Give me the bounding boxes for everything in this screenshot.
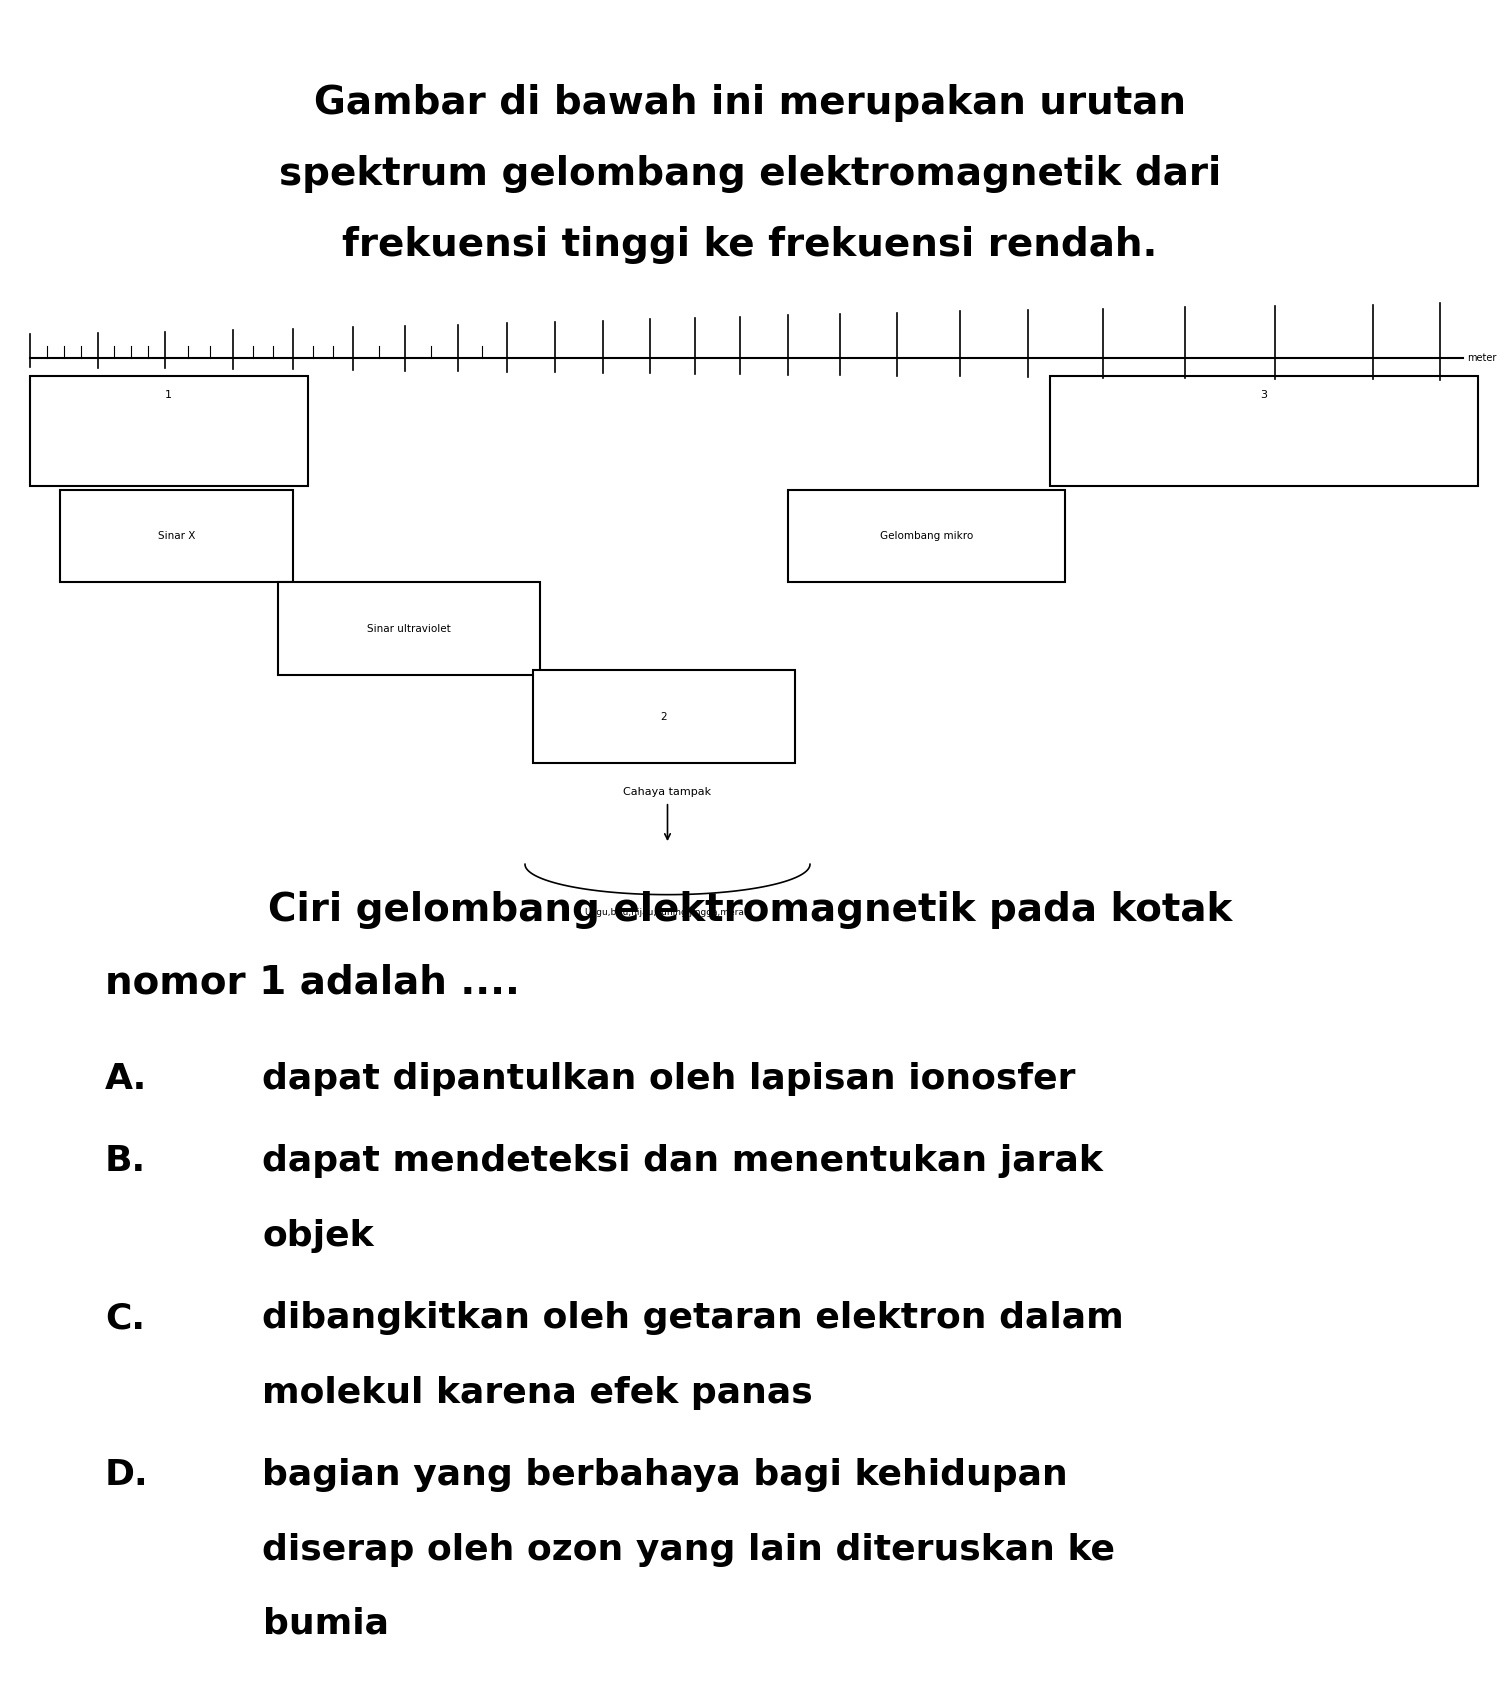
Text: objek: objek [262, 1219, 374, 1252]
Text: Sinar X: Sinar X [158, 532, 195, 540]
Text: Cahaya tampak: Cahaya tampak [624, 787, 711, 797]
Text: spektrum gelombang elektromagnetik dari: spektrum gelombang elektromagnetik dari [279, 155, 1221, 194]
Bar [30, 376, 308, 486]
Text: bagian yang berbahaya bagi kehidupan: bagian yang berbahaya bagi kehidupan [262, 1458, 1068, 1492]
Text: 2: 2 [660, 712, 668, 721]
Bar [278, 582, 540, 675]
Text: dapat dipantulkan oleh lapisan ionosfer: dapat dipantulkan oleh lapisan ionosfer [262, 1062, 1076, 1096]
Text: 1: 1 [165, 390, 172, 400]
Text: dibangkitkan oleh getaran elektron dalam: dibangkitkan oleh getaran elektron dalam [262, 1301, 1125, 1335]
Text: nomor 1 adalah ....: nomor 1 adalah .... [105, 964, 520, 1003]
Text: bumia: bumia [262, 1607, 388, 1641]
Bar [788, 490, 1065, 582]
Text: Ungu,biru,hijau,kuning,jingga,merah: Ungu,biru,hijau,kuning,jingga,merah [585, 908, 750, 917]
Text: Gambar di bawah ini merupakan urutan: Gambar di bawah ini merupakan urutan [314, 84, 1186, 123]
Text: molekul karena efek panas: molekul karena efek panas [262, 1376, 813, 1409]
Text: dapat mendeteksi dan menentukan jarak: dapat mendeteksi dan menentukan jarak [262, 1144, 1104, 1178]
Text: Sinar ultraviolet: Sinar ultraviolet [368, 625, 450, 633]
Text: D.: D. [105, 1458, 148, 1492]
Bar [60, 490, 292, 582]
Text: meter: meter [1467, 353, 1497, 363]
Text: frekuensi tinggi ke frekuensi rendah.: frekuensi tinggi ke frekuensi rendah. [342, 226, 1158, 265]
Bar [532, 670, 795, 763]
Text: 3: 3 [1260, 390, 1268, 400]
Bar [1050, 376, 1478, 486]
Text: diserap oleh ozon yang lain diteruskan ke: diserap oleh ozon yang lain diteruskan k… [262, 1533, 1116, 1566]
Text: Ciri gelombang elektromagnetik pada kotak: Ciri gelombang elektromagnetik pada kota… [268, 891, 1232, 930]
Text: A.: A. [105, 1062, 147, 1096]
Text: B.: B. [105, 1144, 146, 1178]
Text: Gelombang mikro: Gelombang mikro [879, 532, 974, 540]
Text: C.: C. [105, 1301, 146, 1335]
